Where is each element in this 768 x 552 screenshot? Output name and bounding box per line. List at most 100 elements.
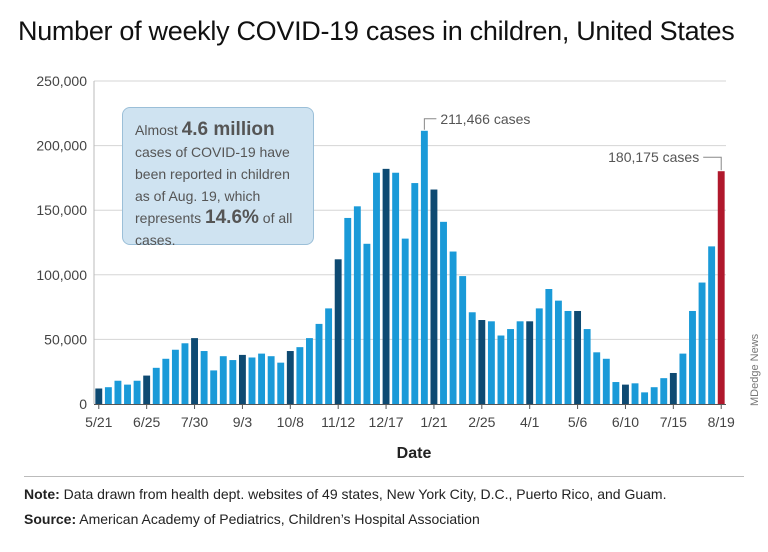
bar	[392, 172, 400, 404]
x-tick-label: 4/1	[520, 414, 540, 430]
x-tick-label: 12/17	[369, 414, 404, 430]
y-tick-label: 100,000	[36, 267, 87, 283]
callout-text-1: Almost	[135, 122, 182, 138]
x-tick-label: 7/30	[181, 414, 208, 430]
bar	[689, 310, 696, 404]
source-label: Source:	[24, 511, 77, 527]
bar	[373, 172, 380, 404]
x-tick-label: 5/6	[568, 414, 588, 430]
x-axis: 5/21 6/25 7/30 9/3 10/8 11/12 12/17 1/21 2/25 4/1…	[85, 81, 735, 430]
y-tick-label: 0	[79, 396, 87, 412]
bar	[535, 308, 543, 404]
x-axis-label: Date	[397, 445, 432, 462]
bar	[152, 367, 160, 404]
bar	[229, 360, 237, 404]
bar	[114, 380, 122, 404]
bar	[622, 384, 629, 404]
y-tick-label: 250,000	[36, 73, 87, 89]
bar	[602, 358, 610, 404]
bar	[353, 206, 361, 404]
bar	[325, 308, 333, 404]
y-tick-label: 50,000	[44, 331, 87, 347]
note-label: Note:	[24, 486, 60, 502]
bar	[210, 370, 218, 404]
y-axis-ticks: 0 50,000 100,000 150,000 200,000 250,000	[36, 73, 87, 412]
bar	[459, 276, 467, 404]
x-tick-label: 9/3	[233, 414, 253, 430]
bar	[593, 352, 601, 404]
bar	[583, 329, 591, 404]
callout-highlight-total: 4.6 million	[181, 119, 275, 140]
bar	[564, 310, 572, 404]
y-tick-label: 200,000	[36, 138, 87, 154]
source-credit: MDedge News	[749, 333, 761, 406]
x-tick-label: 6/25	[133, 414, 160, 430]
bar	[411, 183, 419, 404]
x-tick-label: 2/25	[468, 414, 495, 430]
bar	[487, 321, 495, 404]
bar	[660, 378, 668, 404]
footer-divider	[24, 476, 744, 477]
bars	[95, 130, 725, 405]
bar	[612, 382, 620, 404]
bar	[181, 343, 189, 404]
bar	[516, 321, 524, 404]
bar	[401, 238, 409, 404]
bar	[104, 387, 112, 404]
bar	[420, 130, 428, 405]
source-text: American Academy of Pediatrics, Children…	[76, 511, 480, 527]
latest-annotation: 180,175 cases	[608, 149, 699, 165]
x-tick-label: 1/21	[420, 414, 447, 430]
bar	[554, 300, 562, 404]
note-text: Data drawn from health dept. websites of…	[59, 486, 667, 502]
bar	[277, 362, 285, 404]
bar	[315, 323, 323, 404]
bar	[545, 289, 553, 404]
bar	[191, 338, 198, 404]
bar	[507, 329, 514, 404]
bar	[382, 168, 390, 404]
bar	[306, 338, 313, 404]
bar	[641, 392, 649, 404]
bar	[286, 351, 294, 404]
bar	[679, 353, 687, 404]
bar	[238, 354, 246, 404]
callout-box: Almost 4.6 million cases of COVID-19 hav…	[122, 107, 314, 248]
bar	[344, 217, 352, 404]
bar	[478, 320, 486, 404]
bar	[267, 356, 275, 404]
bar	[171, 349, 179, 404]
bar	[449, 251, 457, 404]
x-tick-label: 7/15	[660, 414, 687, 430]
bar	[296, 347, 304, 404]
bar	[143, 375, 151, 404]
bar	[430, 189, 438, 404]
bar	[95, 388, 103, 404]
bar	[133, 380, 141, 404]
bar	[200, 351, 208, 404]
x-tick-label: 10/8	[277, 414, 304, 430]
footer-source: Source: American Academy of Pediatrics, …	[24, 511, 480, 527]
bar	[497, 335, 505, 404]
footer-note: Note: Data drawn from health dept. websi…	[24, 486, 666, 502]
x-tick-label: 8/19	[708, 414, 735, 430]
bar	[162, 358, 170, 404]
callout-text-2: cases of COVID-19 have been reported in …	[135, 144, 290, 226]
x-tick-label: 6/10	[612, 414, 639, 430]
bar	[708, 246, 716, 404]
bar	[526, 321, 534, 404]
annotation-leader	[423, 118, 437, 130]
bar	[669, 372, 677, 404]
bar	[698, 282, 706, 404]
bar	[440, 221, 447, 404]
peak-annotation: 211,466 cases	[440, 111, 530, 127]
bar	[124, 384, 131, 404]
x-tick-label: 5/21	[85, 414, 112, 430]
chart-title: Number of weekly COVID-19 cases in child…	[18, 16, 735, 46]
callout-highlight-percent: 14.6%	[205, 207, 259, 228]
bar	[468, 312, 476, 404]
bar	[650, 387, 658, 404]
bar	[363, 243, 371, 404]
bar-chart: 0 50,000 100,000 150,000 200,000 250,000 5/21…	[36, 73, 735, 462]
annotations: 211,466 cases 180,175 cases	[423, 111, 722, 171]
